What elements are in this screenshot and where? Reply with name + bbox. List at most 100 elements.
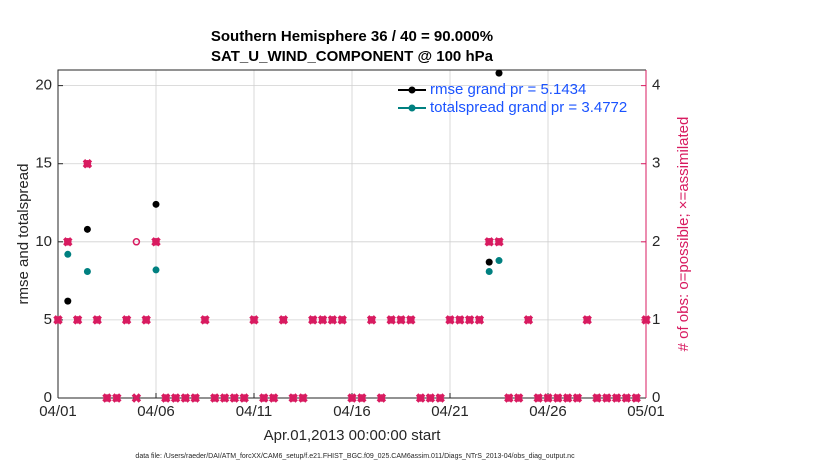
possible-marker bbox=[279, 316, 288, 324]
possible-marker bbox=[162, 394, 170, 402]
footnote: data file: /Users/raeder/DAI/ATM_forcXX/… bbox=[135, 453, 575, 460]
possible-marker bbox=[348, 394, 356, 402]
assimilated-marker bbox=[317, 315, 328, 325]
assimilated-marker bbox=[553, 393, 563, 403]
data-point bbox=[83, 225, 91, 233]
possible-marker bbox=[113, 394, 121, 402]
possible-marker bbox=[171, 394, 180, 402]
possible-marker bbox=[593, 394, 601, 402]
possible-marker bbox=[407, 316, 415, 324]
assimilated-marker bbox=[141, 315, 151, 325]
assimilated-marker bbox=[406, 315, 416, 325]
possible-marker bbox=[377, 394, 386, 402]
x-tick-label: 05/01 bbox=[627, 403, 665, 420]
assimilated-marker bbox=[308, 315, 318, 325]
assimilated-marker bbox=[249, 315, 259, 325]
possible-marker bbox=[54, 316, 62, 324]
y2-axis-label: # of obs: o=possible; ×=assimilated bbox=[675, 117, 692, 352]
assimilated-marker bbox=[92, 315, 102, 325]
assimilated-marker bbox=[641, 315, 651, 325]
data-point bbox=[83, 267, 91, 275]
assimilated-marker bbox=[562, 393, 573, 403]
assimilated-marker bbox=[396, 315, 406, 325]
assimilated-marker bbox=[631, 393, 641, 403]
x-tick-label: 04/26 bbox=[529, 403, 567, 420]
y2-tick-label: 2 bbox=[652, 233, 660, 250]
assimilated-marker bbox=[53, 315, 63, 325]
possible-marker bbox=[514, 394, 523, 402]
assimilated-marker bbox=[72, 315, 83, 325]
assimilated-marker bbox=[523, 315, 534, 325]
assimilated-marker bbox=[298, 393, 308, 403]
assimilated-marker bbox=[180, 393, 191, 403]
assimilated-marker bbox=[435, 393, 445, 403]
x-axis-label: Apr.01,2013 00:00:00 start bbox=[264, 427, 442, 444]
possible-marker bbox=[387, 316, 395, 324]
assimilated-marker bbox=[337, 315, 347, 325]
assimilated-marker bbox=[543, 393, 553, 403]
data-point bbox=[152, 266, 160, 274]
possible-marker bbox=[397, 316, 405, 324]
assimilated-marker bbox=[592, 393, 602, 403]
assimilated-marker bbox=[533, 393, 543, 403]
possible-marker bbox=[152, 238, 160, 246]
possible-marker bbox=[289, 394, 297, 402]
y-tick-label: 0 bbox=[44, 389, 52, 406]
possible-marker bbox=[534, 394, 542, 402]
possible-marker bbox=[318, 316, 327, 324]
assimilated-marker bbox=[484, 237, 494, 247]
data-point bbox=[495, 257, 503, 265]
possible-marker bbox=[642, 316, 650, 324]
chart-subtitle: SAT_U_WIND_COMPONENT @ 100 hPa bbox=[211, 48, 494, 65]
legend-marker bbox=[408, 104, 416, 112]
possible-marker bbox=[328, 316, 337, 324]
possible-marker bbox=[583, 316, 591, 324]
possible-marker bbox=[93, 316, 101, 324]
x-tick-label: 04/16 bbox=[333, 403, 371, 420]
assimilated-marker bbox=[131, 393, 142, 403]
possible-marker bbox=[73, 316, 82, 324]
possible-marker bbox=[250, 316, 258, 324]
assimilated-marker bbox=[259, 393, 269, 403]
assimilated-marker bbox=[602, 393, 612, 403]
assimilated-marker bbox=[161, 393, 171, 403]
possible-marker bbox=[524, 316, 533, 324]
possible-marker bbox=[269, 394, 278, 402]
assimilated-marker bbox=[229, 393, 240, 403]
assimilated-marker bbox=[347, 393, 357, 403]
assimilated-marker bbox=[121, 315, 132, 325]
assimilated-marker bbox=[474, 315, 485, 325]
x-tick-label: 04/11 bbox=[236, 403, 272, 420]
possible-marker bbox=[632, 394, 640, 402]
assimilated-marker bbox=[151, 237, 161, 247]
possible-marker bbox=[573, 394, 582, 402]
y-tick-label: 10 bbox=[35, 233, 52, 250]
assimilated-marker bbox=[425, 393, 436, 403]
assimilated-marker bbox=[327, 315, 338, 325]
possible-marker bbox=[416, 394, 425, 402]
possible-marker bbox=[230, 394, 239, 402]
y2-tick-label: 1 bbox=[652, 311, 660, 328]
possible-marker bbox=[465, 316, 474, 324]
assimilated-marker bbox=[386, 315, 396, 325]
chart-title: Southern Hemisphere 36 / 40 = 90.000% bbox=[211, 28, 493, 45]
y-tick-label: 15 bbox=[35, 155, 52, 172]
assimilated-marker bbox=[445, 315, 455, 325]
assimilated-marker bbox=[582, 315, 592, 325]
x-tick-label: 04/01 bbox=[39, 403, 77, 420]
possible-marker bbox=[142, 316, 150, 324]
assimilated-marker bbox=[464, 315, 475, 325]
possible-marker bbox=[367, 316, 376, 324]
y2-tick-label: 3 bbox=[652, 155, 660, 172]
y2-tick-label: 0 bbox=[652, 389, 660, 406]
possible-marker bbox=[612, 394, 621, 402]
data-point bbox=[64, 297, 72, 305]
assimilated-marker bbox=[366, 315, 377, 325]
possible-marker bbox=[456, 316, 464, 324]
possible-marker bbox=[475, 316, 484, 324]
possible-marker bbox=[240, 394, 248, 402]
assimilated-marker bbox=[415, 393, 426, 403]
possible-marker bbox=[181, 394, 190, 402]
assimilated-marker bbox=[102, 393, 112, 403]
assimilated-marker bbox=[357, 393, 367, 403]
